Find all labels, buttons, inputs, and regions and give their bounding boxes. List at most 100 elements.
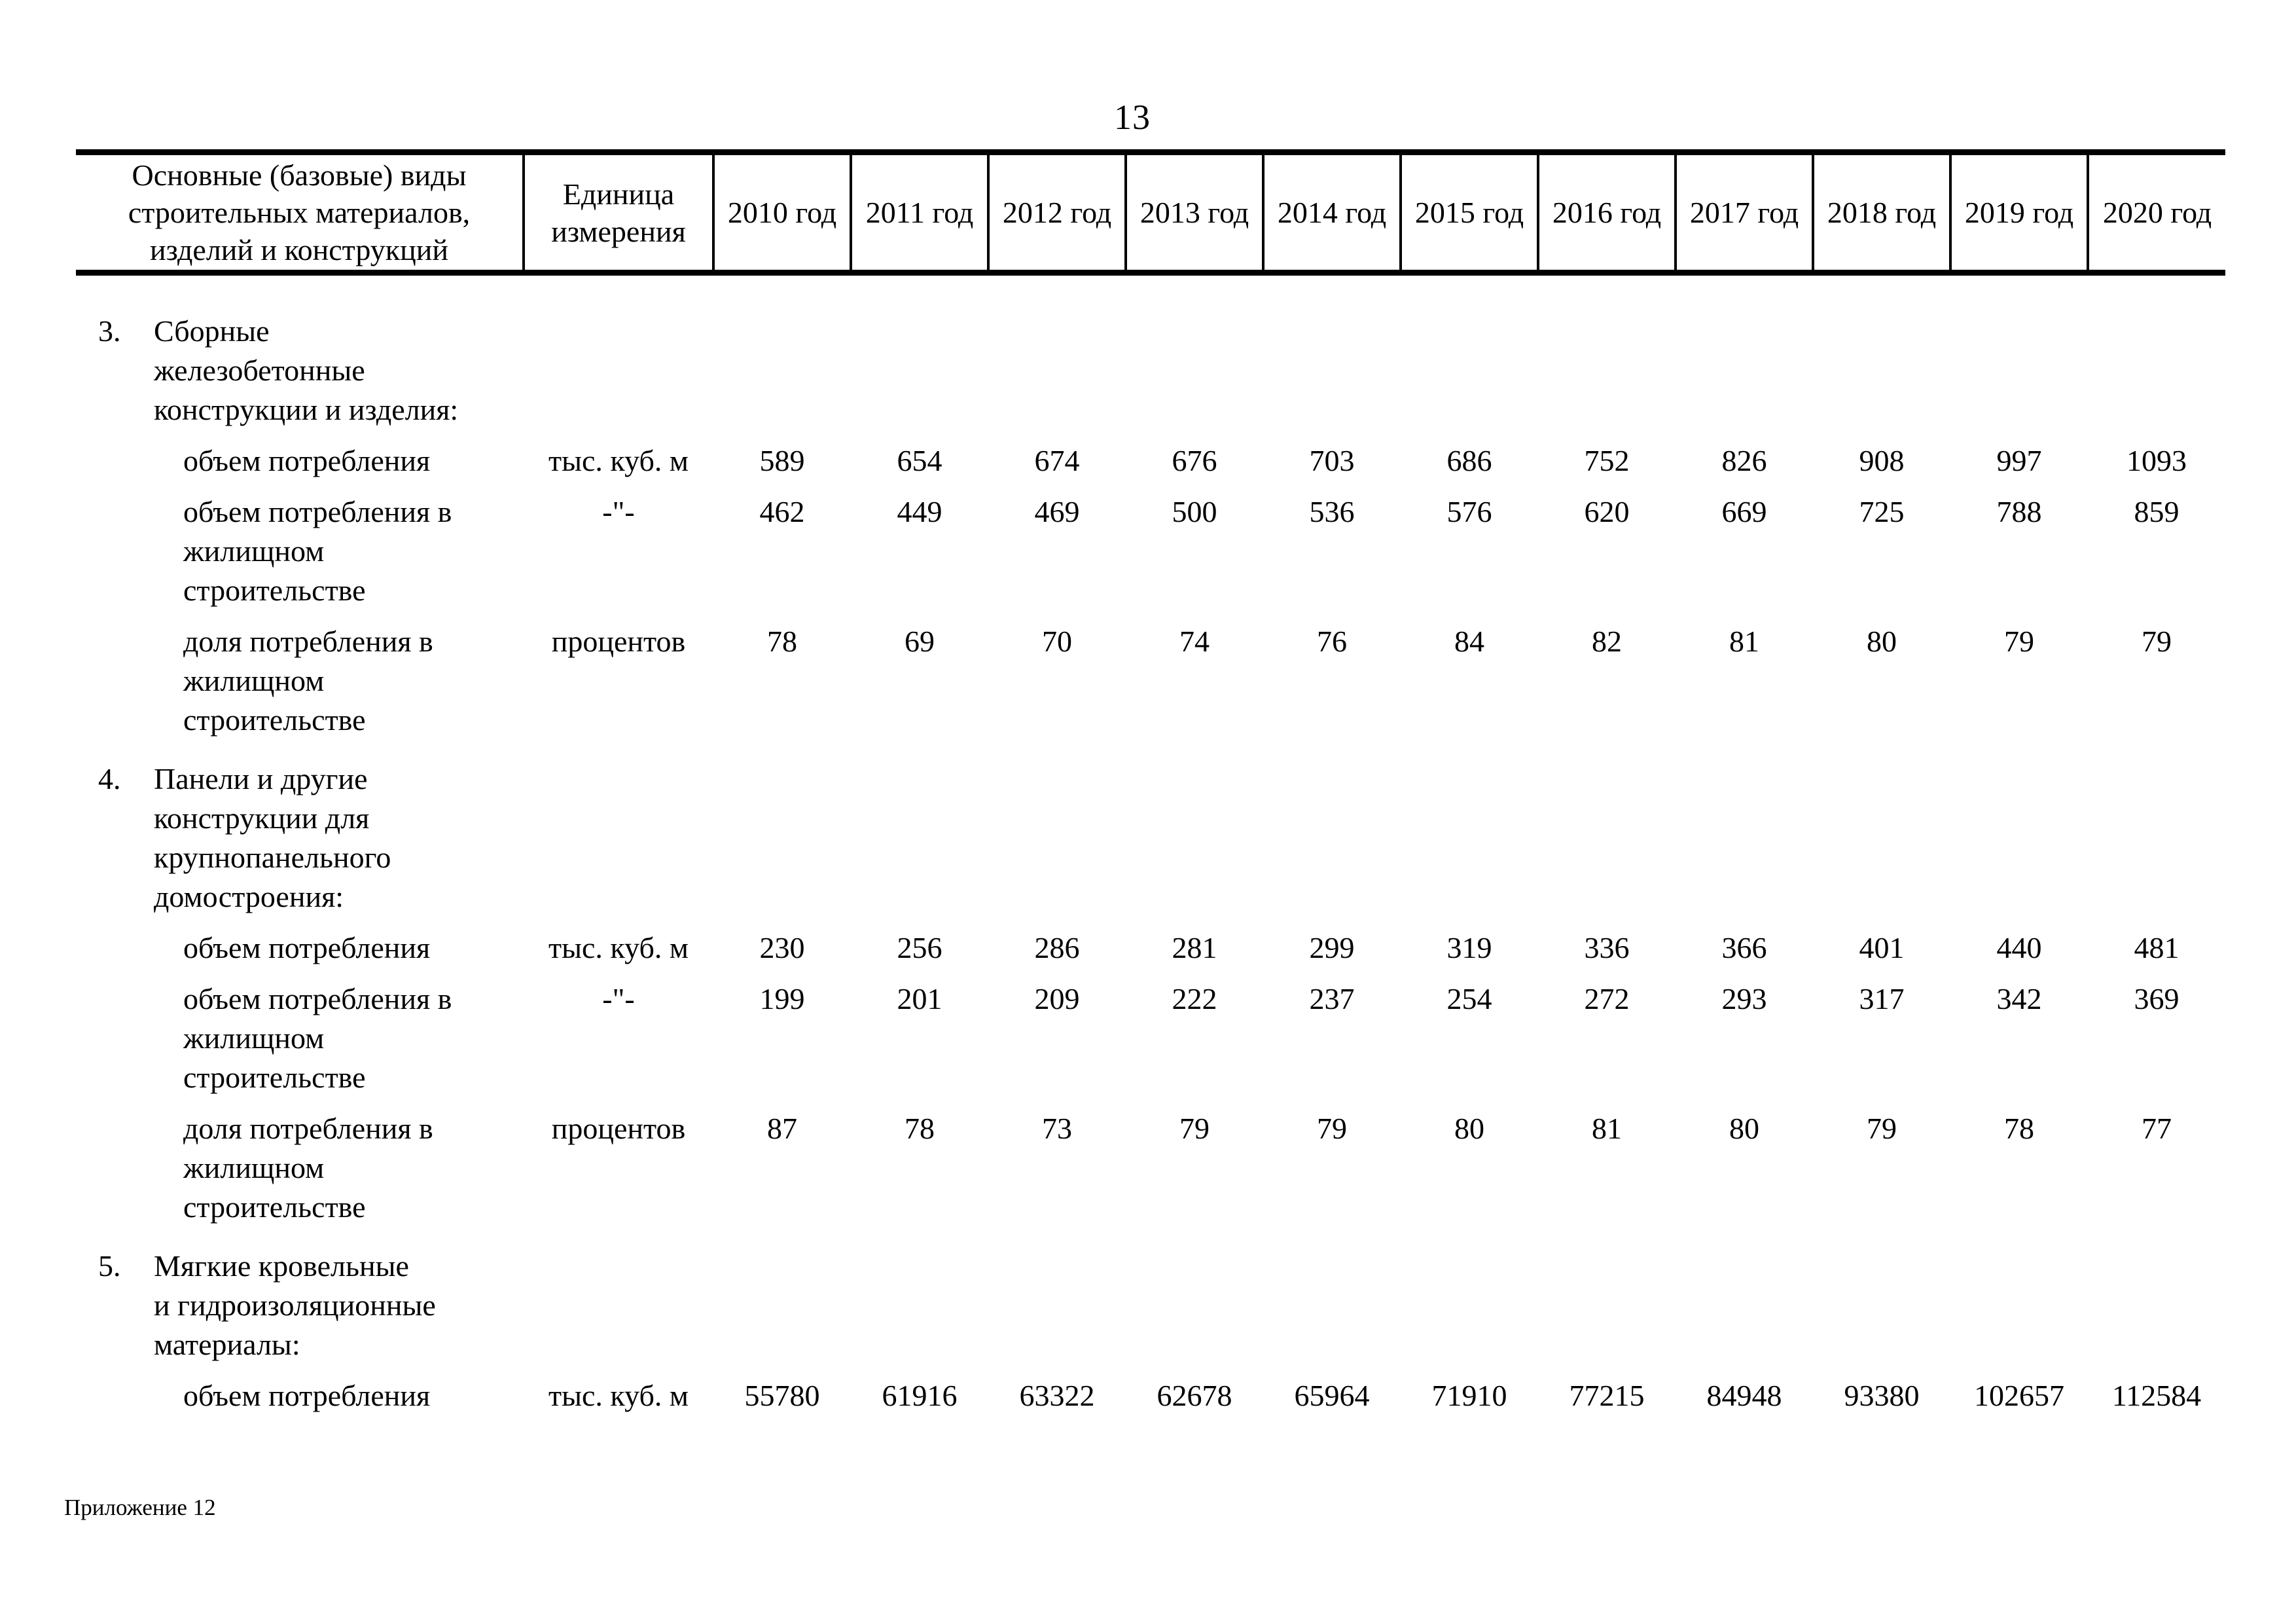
row-value: 79 xyxy=(1867,1112,1897,1145)
header-year-2020: 2020 год xyxy=(2087,149,2225,276)
section-row: 4. Панели и другие конструкции для крупно… xyxy=(76,740,2225,917)
row-value: 82 xyxy=(1592,625,1622,658)
row-value: 79 xyxy=(1317,1112,1347,1145)
table-row: доля потребления в жилищном строительств… xyxy=(76,1097,2225,1227)
header-year-2016: 2016 год xyxy=(1537,149,1676,276)
header-year-2012: 2012 год xyxy=(987,149,1126,276)
row-value: 908 xyxy=(1859,444,1905,477)
header-unit-column: Единица измерения xyxy=(522,149,713,276)
row-value: 74 xyxy=(1179,625,1210,658)
row-value: 73 xyxy=(1042,1112,1072,1145)
row-value: 81 xyxy=(1592,1112,1622,1145)
row-value: 440 xyxy=(1996,931,2042,964)
row-value: 725 xyxy=(1859,495,1905,528)
row-value: 55780 xyxy=(744,1379,820,1412)
row-value: 81 xyxy=(1729,625,1759,658)
section-title: Сборные железобетонные конструкции и изд… xyxy=(154,314,459,426)
header-year-2011: 2011 год xyxy=(850,149,988,276)
row-value: 222 xyxy=(1172,982,1217,1015)
row-value: 469 xyxy=(1034,495,1080,528)
row-value: 61916 xyxy=(882,1379,958,1412)
row-unit: тыс. куб. м xyxy=(548,1379,689,1412)
row-value: 80 xyxy=(1454,1112,1484,1145)
section-title: Панели и другие конструкции для крупнопа… xyxy=(154,762,391,913)
section-number: 4. xyxy=(98,762,121,795)
row-value: 481 xyxy=(2134,931,2179,964)
row-value: 369 xyxy=(2134,982,2179,1015)
row-value: 286 xyxy=(1034,931,1080,964)
row-value: 620 xyxy=(1584,495,1630,528)
row-value: 703 xyxy=(1309,444,1355,477)
row-value: 76 xyxy=(1317,625,1347,658)
row-value: 65964 xyxy=(1294,1379,1370,1412)
row-value: 401 xyxy=(1859,931,1905,964)
row-value: 366 xyxy=(1721,931,1767,964)
table-header-row: Основные (базовые) виды строительных мат… xyxy=(76,149,2225,276)
header-year-2017: 2017 год xyxy=(1674,149,1813,276)
table-row: объем потребления тыс. куб. м 589 654 674 676… xyxy=(76,429,2225,481)
row-value: 78 xyxy=(767,625,797,658)
page-number: 13 xyxy=(1114,98,1151,137)
header-year-2013: 2013 год xyxy=(1124,149,1263,276)
row-value: 93380 xyxy=(1844,1379,1920,1412)
table-row: доля потребления в жилищном строительств… xyxy=(76,610,2225,740)
table-row: объем потребления тыс. куб. м 55780 61916 63… xyxy=(76,1364,2225,1415)
table-header: Основные (базовые) виды строительных мат… xyxy=(76,149,2225,276)
row-value: 79 xyxy=(2004,625,2034,658)
row-value: 77 xyxy=(2142,1112,2172,1145)
row-value: 80 xyxy=(1729,1112,1759,1145)
materials-consumption-table: Основные (базовые) виды строительных мат… xyxy=(76,149,2225,1415)
section-title: Мягкие кровельные и гидроизоляционные ма… xyxy=(154,1249,436,1361)
row-value: 201 xyxy=(897,982,942,1015)
row-value: 674 xyxy=(1034,444,1080,477)
row-value: 1093 xyxy=(2126,444,2187,477)
row-label: доля потребления в жилищном строительств… xyxy=(183,625,433,737)
row-value: 79 xyxy=(2142,625,2172,658)
row-value: 254 xyxy=(1446,982,1492,1015)
table-row: объем потребления в жилищном строительст… xyxy=(76,968,2225,1097)
row-value: 449 xyxy=(897,495,942,528)
header-year-2015: 2015 год xyxy=(1399,149,1538,276)
row-value: 536 xyxy=(1309,495,1355,528)
row-value: 319 xyxy=(1446,931,1492,964)
table-row: объем потребления тыс. куб. м 230 256 286 281… xyxy=(76,917,2225,968)
appendix-note: Приложение 12 xyxy=(64,1495,216,1520)
section-number: 3. xyxy=(98,314,121,348)
row-value: 342 xyxy=(1996,982,2042,1015)
section-row: 3. Сборные железобетонные конструкции и и… xyxy=(76,273,2225,430)
row-unit: тыс. куб. м xyxy=(548,931,689,964)
row-value: 686 xyxy=(1446,444,1492,477)
header-year-2019: 2019 год xyxy=(1949,149,2088,276)
row-value: 462 xyxy=(759,495,805,528)
row-label: доля потребления в жилищном строительств… xyxy=(183,1112,433,1224)
row-value: 752 xyxy=(1584,444,1630,477)
row-label: объем потребления xyxy=(183,931,431,964)
table-row: объем потребления в жилищном строительст… xyxy=(76,481,2225,610)
row-value: 576 xyxy=(1446,495,1492,528)
header-year-2010: 2010 год xyxy=(712,149,851,276)
row-value: 112584 xyxy=(2111,1379,2202,1412)
row-value: 336 xyxy=(1584,931,1630,964)
row-value: 654 xyxy=(897,444,942,477)
header-year-2014: 2014 год xyxy=(1262,149,1401,276)
row-unit: -"- xyxy=(602,982,635,1015)
row-value: 230 xyxy=(759,931,805,964)
row-value: 997 xyxy=(1996,444,2042,477)
row-unit: процентов xyxy=(551,1112,686,1145)
row-value: 71910 xyxy=(1431,1379,1507,1412)
row-value: 69 xyxy=(905,625,935,658)
row-value: 62678 xyxy=(1157,1379,1232,1412)
row-value: 826 xyxy=(1721,444,1767,477)
row-value: 84948 xyxy=(1706,1379,1782,1412)
row-value: 256 xyxy=(897,931,942,964)
section-row: 5. Мягкие кровельные и гидроизоляционные … xyxy=(76,1227,2225,1364)
row-label: объем потребления в жилищном строительст… xyxy=(183,982,452,1094)
row-unit: -"- xyxy=(602,495,635,528)
row-value: 669 xyxy=(1721,495,1767,528)
row-value: 70 xyxy=(1042,625,1072,658)
row-label: объем потребления xyxy=(183,1379,431,1412)
row-value: 84 xyxy=(1454,625,1484,658)
row-value: 237 xyxy=(1309,982,1355,1015)
row-value: 63322 xyxy=(1019,1379,1095,1412)
section-number: 5. xyxy=(98,1249,121,1283)
